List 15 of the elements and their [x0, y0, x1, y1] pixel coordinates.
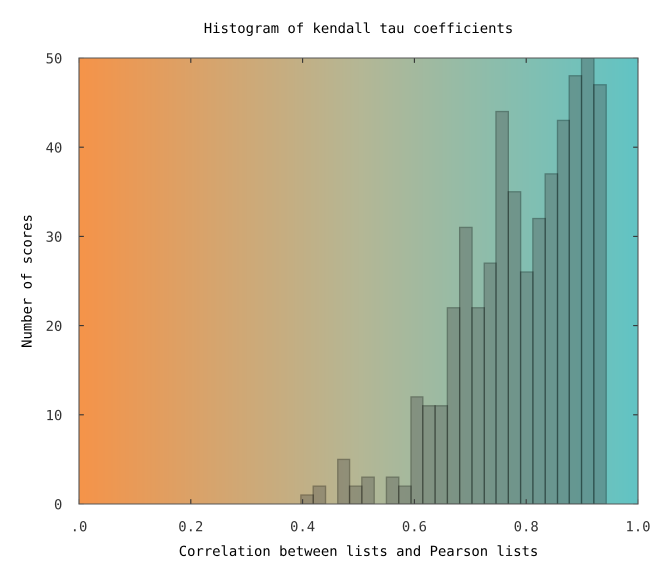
x-tick-label: 1.0: [627, 520, 650, 532]
x-axis-title: Correlation between lists and Pearson lists: [180, 545, 537, 556]
y-tick-label: 40: [46, 142, 62, 153]
chart-title: Histogram of kendall tau coefficients: [204, 22, 512, 36]
x-tick-label: 0.6: [402, 520, 426, 532]
y-tick-label: 10: [47, 410, 62, 420]
y-axis-title: Number of scores: [21, 215, 32, 347]
x-tick-label: .0: [74, 520, 86, 532]
y-tick-label: 20: [46, 320, 62, 332]
x-tick-label: 0.2: [179, 520, 202, 532]
x-tick-label: 0.4: [290, 520, 314, 532]
y-tick-label: 50: [46, 53, 62, 64]
y-tick-label: 30: [46, 231, 62, 242]
y-tick-label: 0: [54, 499, 62, 510]
x-tick-label: 0.8: [514, 520, 538, 532]
